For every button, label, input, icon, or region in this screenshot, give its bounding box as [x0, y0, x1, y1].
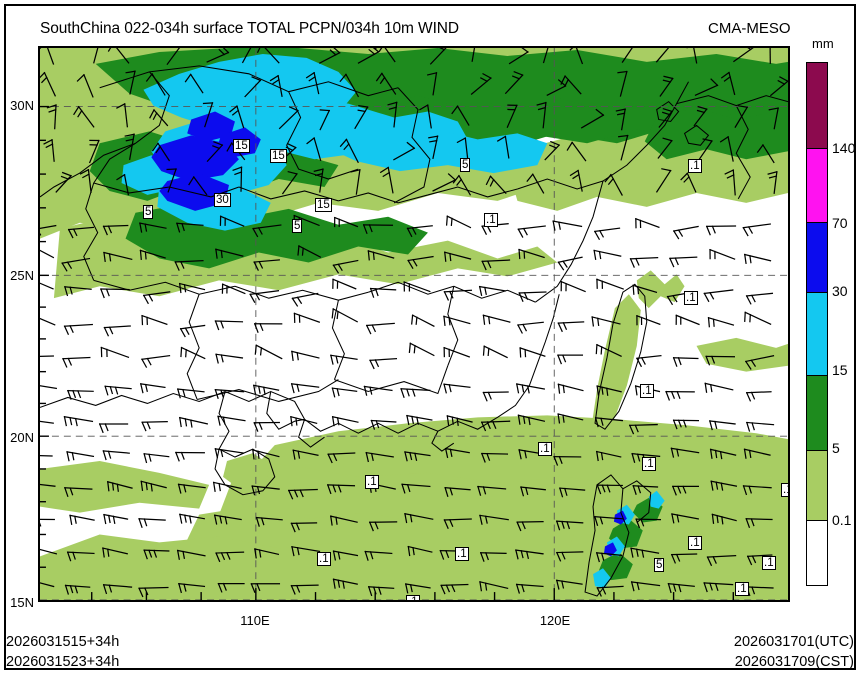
colorbar-tick-70: 70 — [832, 215, 848, 231]
colorbar-band-6 — [807, 521, 827, 585]
map-coastlines — [40, 65, 788, 597]
contour-label-p1: .1 — [688, 536, 702, 550]
colorbar-band-3 — [807, 293, 827, 376]
colorbar-band-5 — [807, 451, 827, 521]
colorbar-unit-label: mm — [812, 36, 834, 51]
contour-label-5: 5 — [143, 205, 154, 219]
contour-label-p1: .1 — [642, 457, 656, 471]
page-title: SouthChina 022-034h surface TOTAL PCPN/0… — [40, 20, 459, 37]
colorbar-tick-30: 30 — [832, 283, 848, 299]
contour-label-30: 30 — [214, 193, 231, 207]
y-tick-20N: 20N — [10, 430, 34, 445]
contour-label-p1: .1 — [406, 595, 420, 600]
colorbar-band-0 — [807, 63, 827, 149]
y-tick-25N: 25N — [10, 268, 34, 283]
colorbar-band-1 — [807, 149, 827, 223]
contour-label-p1: .1 — [538, 442, 552, 456]
model-label: CMA-MESO — [708, 20, 791, 37]
contour-label-15: 15 — [315, 198, 332, 212]
colorbar-tick-140: 140 — [832, 140, 856, 156]
contour-label-p1: .1 — [735, 582, 749, 596]
footer-valid-time-utc: 2026031701(UTC) — [733, 634, 854, 650]
contour-label-p1: .1 — [484, 213, 498, 227]
contour-label-5: 5 — [460, 158, 471, 172]
map-plot-area: 15 15 30 5 15 5 5 .1 .1 .1 .1 .1 .1 .1 .1 .1 .1 .1 .1 .1 .1 5 — [38, 46, 790, 602]
colorbar-band-4 — [807, 376, 827, 451]
precipitation-colorbar — [806, 62, 828, 586]
contour-label-p1: .1 — [688, 159, 702, 173]
contour-label-p1: .1 — [317, 552, 331, 566]
contour-label-5: 5 — [654, 558, 665, 572]
contour-label-p1: .1 — [365, 475, 379, 489]
footer-init-time-utc: 2026031515+34h — [6, 634, 120, 650]
weather-map-canvas — [40, 48, 788, 600]
x-tick-120E: 120E — [539, 613, 571, 628]
colorbar-tick-5: 5 — [832, 440, 840, 456]
x-tick-110E: 110E — [240, 613, 270, 628]
contour-label-15: 15 — [270, 149, 287, 163]
footer-valid-time-cst: 2026031709(CST) — [734, 654, 854, 670]
contour-label-15: 15 — [233, 139, 250, 153]
axis-ticks — [40, 105, 734, 600]
y-tick-15N: 15N — [10, 595, 34, 610]
colorbar-band-2 — [807, 223, 827, 293]
window-frame — [4, 4, 856, 670]
contour-label-p1: .1 — [762, 556, 776, 570]
colorbar-tick-0.1: 0.1 — [832, 512, 852, 528]
colorbar-tick-15: 15 — [832, 362, 848, 378]
wind-barb-field — [40, 48, 788, 598]
footer-init-time-cst: 2026031523+34h — [6, 654, 120, 670]
contour-label-5: 5 — [292, 219, 303, 233]
contour-label-p1: .1 — [640, 384, 654, 398]
contour-label-p1: .1 — [455, 547, 469, 561]
y-tick-30N: 30N — [10, 98, 34, 113]
contour-label-p1: .1 — [684, 291, 698, 305]
contour-label-p1: .1 — [781, 483, 788, 497]
